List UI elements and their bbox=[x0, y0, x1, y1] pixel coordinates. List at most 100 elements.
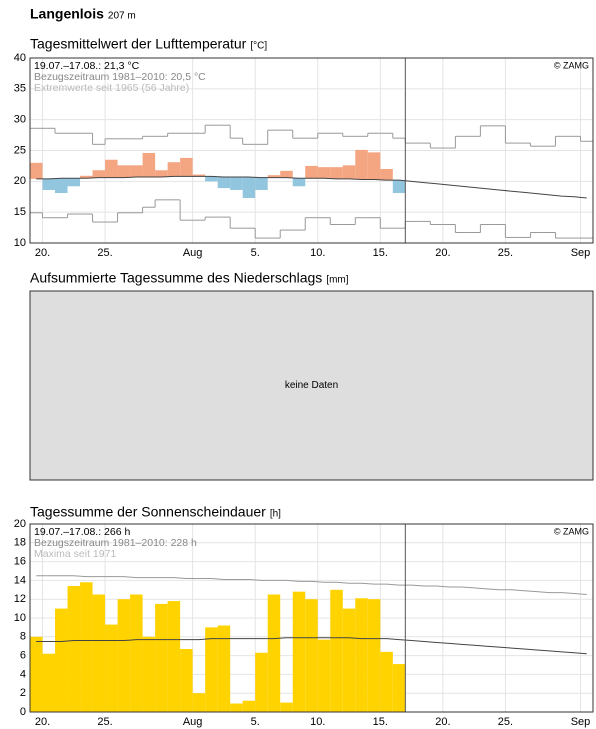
maximum-line bbox=[36, 575, 587, 595]
bar bbox=[55, 178, 68, 194]
y-tick-label: 20 bbox=[14, 518, 26, 530]
station-elevation: 207 m bbox=[108, 11, 136, 22]
bar bbox=[205, 176, 218, 182]
annotation: Extremwerte seit 1965 (56 Jahre) bbox=[34, 82, 189, 94]
bar bbox=[392, 180, 406, 194]
x-tick-label: 15. bbox=[373, 716, 388, 728]
bar bbox=[380, 651, 393, 712]
bar bbox=[92, 170, 106, 178]
y-tick-label: 15 bbox=[14, 206, 26, 218]
chart-unit: [mm] bbox=[326, 275, 348, 286]
x-tick-label: Aug bbox=[183, 716, 203, 728]
chart-unit: [°C] bbox=[250, 41, 267, 52]
credit: © ZAMG bbox=[554, 526, 589, 536]
plot-frame bbox=[29, 523, 594, 713]
annotation: 19.07.–17.08.: 266 h bbox=[34, 526, 130, 538]
bar bbox=[205, 627, 218, 712]
no-data-message: keine Daten bbox=[285, 380, 338, 391]
y-tick-label: 2 bbox=[20, 687, 26, 699]
bar bbox=[280, 702, 293, 712]
bar bbox=[167, 162, 181, 177]
bar bbox=[355, 149, 368, 180]
annotation: 19.07.–17.08.: 21,3 °C bbox=[34, 60, 140, 72]
bar bbox=[342, 608, 356, 712]
bar bbox=[255, 177, 268, 190]
bar bbox=[217, 625, 231, 712]
bar bbox=[67, 178, 81, 187]
y-tick-label: 25 bbox=[14, 144, 26, 156]
y-tick-label: 6 bbox=[20, 650, 26, 662]
bar bbox=[30, 636, 43, 712]
x-tick-label: 20. bbox=[435, 247, 450, 259]
bar bbox=[317, 167, 331, 179]
annotation: Bezugszeitraum 1981–2010: 228 h bbox=[34, 537, 197, 549]
bar bbox=[230, 177, 243, 190]
x-tick-label: Aug bbox=[183, 247, 203, 259]
bar bbox=[142, 636, 156, 712]
y-tick-label: 12 bbox=[14, 593, 26, 605]
bar bbox=[230, 703, 243, 712]
y-tick-label: 10 bbox=[14, 237, 26, 249]
bar bbox=[117, 165, 131, 178]
bar bbox=[180, 649, 193, 712]
plot-frame bbox=[29, 57, 594, 244]
bar bbox=[180, 157, 193, 177]
annotation: Maxima seit 1971 bbox=[34, 548, 116, 560]
x-tick-label: 10. bbox=[310, 716, 325, 728]
bar bbox=[330, 589, 343, 712]
x-tick-label: 25. bbox=[97, 247, 112, 259]
bar bbox=[267, 175, 281, 178]
chart-title: Tagesmittelwert der Lufttemperatur bbox=[30, 36, 247, 52]
bar bbox=[130, 594, 143, 712]
bar bbox=[305, 599, 318, 712]
mean-line bbox=[36, 637, 587, 655]
bar bbox=[80, 175, 93, 179]
y-tick-label: 14 bbox=[14, 574, 26, 586]
bar bbox=[305, 165, 318, 179]
x-tick-label: 20. bbox=[435, 716, 450, 728]
y-tick-label: 0 bbox=[20, 706, 26, 718]
bar bbox=[280, 170, 293, 178]
bar bbox=[292, 591, 306, 712]
x-tick-label: Sep bbox=[571, 247, 591, 259]
x-tick-label: 10. bbox=[310, 247, 325, 259]
bar bbox=[242, 177, 256, 198]
bar bbox=[192, 693, 206, 712]
bar bbox=[130, 165, 143, 178]
y-tick-label: 35 bbox=[14, 83, 26, 95]
y-tick-label: 8 bbox=[20, 631, 26, 643]
y-tick-label: 16 bbox=[14, 556, 26, 568]
y-tick-label: 18 bbox=[14, 537, 26, 549]
x-tick-label: 25. bbox=[97, 716, 112, 728]
mean-line bbox=[36, 175, 587, 199]
x-tick-label: 5. bbox=[251, 716, 260, 728]
x-tick-label: 20. bbox=[35, 247, 50, 259]
bar bbox=[330, 167, 343, 179]
y-tick-label: 10 bbox=[14, 612, 26, 624]
bar bbox=[217, 177, 231, 189]
bar bbox=[142, 152, 156, 178]
bar bbox=[355, 598, 368, 712]
bar bbox=[67, 586, 81, 712]
x-tick-label: 15. bbox=[373, 247, 388, 259]
credit: © ZAMG bbox=[554, 60, 589, 70]
bar bbox=[317, 639, 331, 712]
x-tick-label: 25. bbox=[498, 716, 513, 728]
x-tick-label: 20. bbox=[35, 716, 50, 728]
bar bbox=[392, 664, 406, 712]
bar bbox=[92, 594, 106, 712]
x-tick-label: 25. bbox=[498, 247, 513, 259]
bar bbox=[342, 165, 356, 179]
plot-area bbox=[29, 290, 594, 481]
bar bbox=[255, 652, 268, 712]
bar bbox=[105, 159, 118, 178]
x-tick-label: 5. bbox=[251, 247, 260, 259]
annotation: Bezugszeitraum 1981–2010: 20,5 °C bbox=[34, 71, 206, 83]
y-tick-label: 40 bbox=[14, 52, 26, 64]
bar bbox=[367, 152, 381, 180]
bar bbox=[55, 608, 68, 712]
bar bbox=[105, 624, 118, 712]
bar bbox=[42, 178, 56, 190]
